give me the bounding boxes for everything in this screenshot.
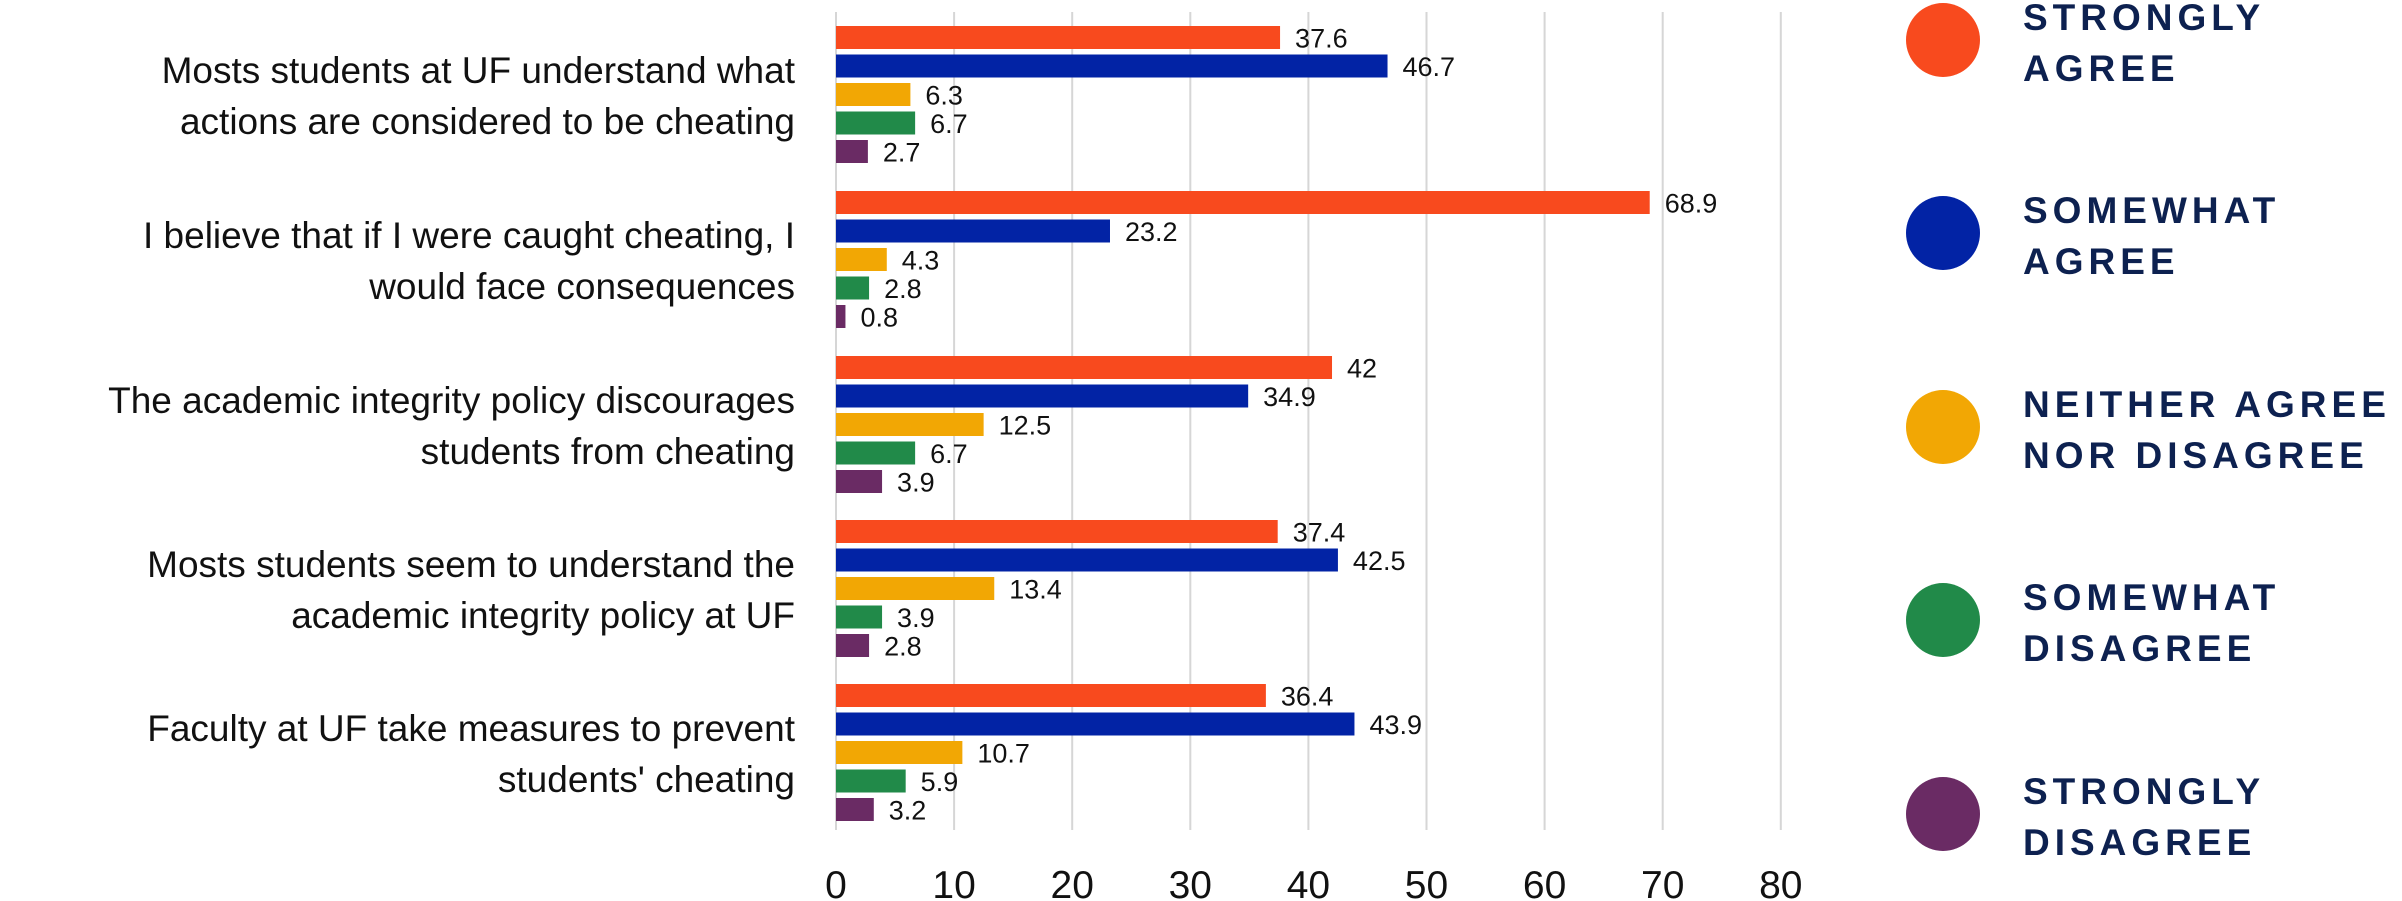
- category-label: Mosts students seem to understand the: [147, 544, 795, 585]
- legend-label: AGREE: [2023, 48, 2180, 89]
- x-tick-label: 20: [1051, 864, 1094, 901]
- legend-label: AGREE: [2023, 241, 2180, 282]
- bar: [836, 140, 868, 163]
- bar: [836, 684, 1266, 707]
- data-label: 43.9: [1369, 710, 1422, 740]
- data-label: 36.4: [1281, 682, 1334, 712]
- category-label: The academic integrity policy discourage…: [108, 380, 795, 421]
- data-label: 4.3: [902, 246, 940, 276]
- legend-label: STRONGLY: [2023, 771, 2265, 812]
- bar: [836, 798, 874, 821]
- bar: [836, 712, 1355, 736]
- bar: [836, 111, 916, 135]
- data-label: 6.7: [930, 439, 968, 469]
- data-label: 5.9: [921, 767, 959, 797]
- data-label: 42.5: [1353, 546, 1406, 576]
- bars: [836, 26, 1650, 821]
- data-label: 34.9: [1263, 382, 1316, 412]
- data-label: 10.7: [977, 739, 1030, 769]
- bar: [836, 441, 916, 465]
- category-label: Mosts students at UF understand what: [162, 50, 796, 91]
- category-label: Faculty at UF take measures to prevent: [147, 708, 795, 749]
- x-tick-label: 70: [1641, 864, 1684, 901]
- bar: [836, 276, 870, 300]
- legend-label: DISAGREE: [2023, 628, 2256, 669]
- x-tick-label: 50: [1405, 864, 1448, 901]
- category-label: students from cheating: [421, 431, 795, 472]
- x-tick-label: 0: [825, 864, 847, 901]
- value-labels: 37.646.76.36.72.768.923.24.32.80.84234.9…: [860, 24, 1717, 826]
- bar: [836, 577, 995, 600]
- data-label: 13.4: [1009, 575, 1062, 605]
- legend-label: STRONGLY: [2023, 0, 2265, 38]
- bar: [836, 356, 1333, 379]
- category-label: I believe that if I were caught cheating…: [143, 215, 795, 256]
- data-label: 0.8: [860, 303, 898, 333]
- data-label: 46.7: [1403, 52, 1456, 82]
- data-label: 37.6: [1295, 24, 1348, 54]
- gridlines: [835, 12, 1782, 830]
- legend-label: DISAGREE: [2023, 822, 2256, 863]
- data-label: 37.4: [1293, 518, 1346, 548]
- legend-label: SOMEWHAT: [2023, 577, 2280, 618]
- x-tick-label: 80: [1759, 864, 1802, 901]
- bar: [836, 305, 846, 328]
- bar: [836, 769, 906, 793]
- category-label: academic integrity policy at UF: [291, 595, 795, 636]
- legend-label: NEITHER AGREE: [2023, 384, 2391, 425]
- category-labels: Mosts students at UF understand what acti…: [108, 50, 796, 800]
- bar: [836, 470, 883, 493]
- bar: [836, 413, 984, 436]
- data-label: 68.9: [1665, 189, 1718, 219]
- data-label: 3.9: [897, 468, 935, 498]
- legend-marker: [1906, 3, 1980, 77]
- bar: [836, 741, 963, 764]
- legend-marker: [1906, 777, 1980, 851]
- legend: STRONGLY AGREE SOMEWHAT AGREE NEITHER AGREE N…: [1906, 0, 2391, 863]
- x-tick-label: 60: [1523, 864, 1566, 901]
- data-label: 2.8: [884, 632, 922, 662]
- data-label: 42: [1347, 354, 1377, 384]
- x-tick-label: 10: [932, 864, 975, 901]
- bar: [836, 83, 911, 106]
- legend-marker: [1906, 390, 1980, 464]
- bar: [836, 191, 1650, 214]
- data-label: 3.9: [897, 603, 935, 633]
- category-label: students' cheating: [498, 759, 795, 800]
- bar: [836, 548, 1338, 572]
- legend-label: SOMEWHAT: [2023, 190, 2280, 231]
- category-label: would face consequences: [368, 266, 795, 307]
- bar: [836, 605, 883, 629]
- legend-label: NOR DISAGREE: [2023, 435, 2369, 476]
- bar: [836, 384, 1249, 408]
- bar: [836, 634, 870, 657]
- data-label: 23.2: [1125, 217, 1178, 247]
- x-axis-tick-labels: 0 10 20 30 40 50 60 70 80: [825, 864, 1802, 901]
- x-tick-label: 40: [1287, 864, 1330, 901]
- legend-marker: [1906, 583, 1980, 657]
- data-label: 2.7: [883, 138, 921, 168]
- data-label: 2.8: [884, 274, 922, 304]
- bar: [836, 520, 1278, 543]
- bar: [836, 248, 887, 271]
- category-label: actions are considered to be cheating: [180, 101, 795, 142]
- bar: [836, 54, 1388, 78]
- data-label: 3.2: [889, 796, 927, 826]
- bar: [836, 219, 1110, 243]
- x-tick-label: 30: [1169, 864, 1212, 901]
- data-label: 6.3: [925, 81, 963, 111]
- data-label: 6.7: [930, 109, 968, 139]
- data-label: 12.5: [999, 411, 1052, 441]
- bar: [836, 26, 1281, 49]
- legend-marker: [1906, 196, 1980, 270]
